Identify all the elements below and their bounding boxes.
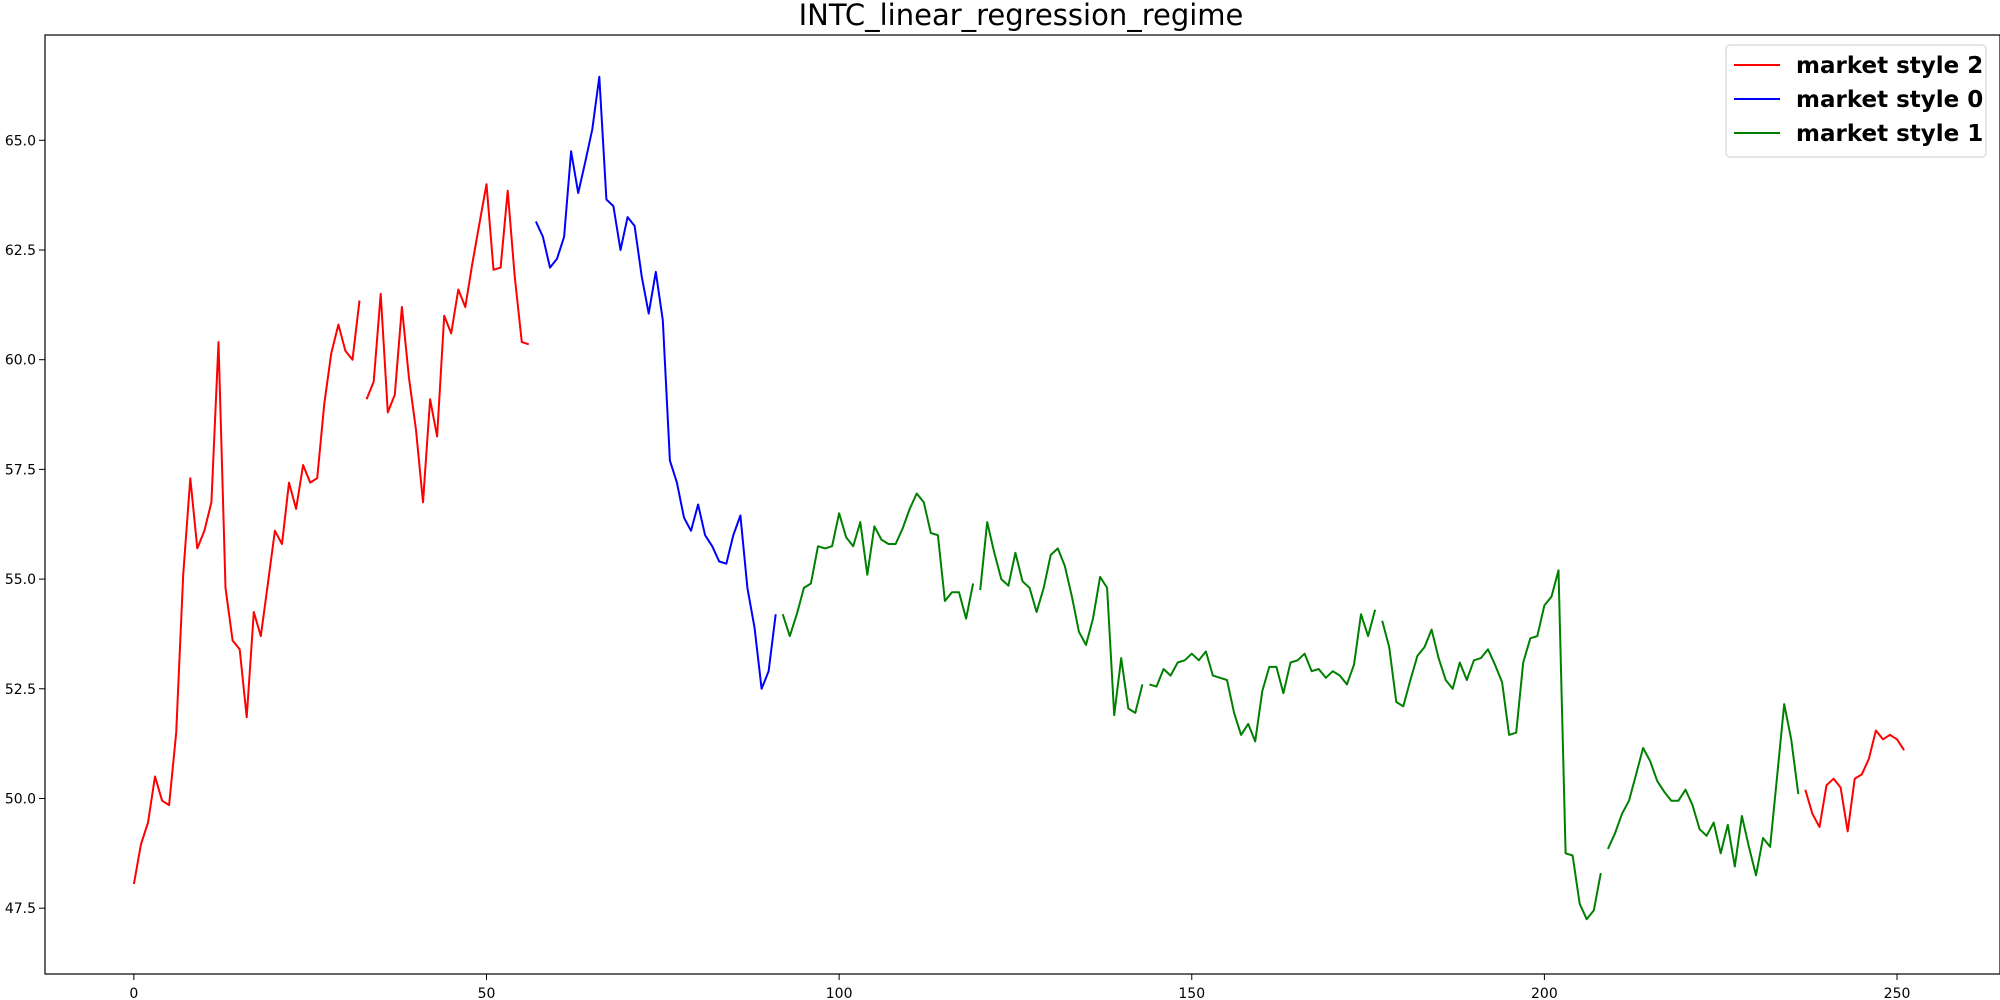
y-tick-label: 52.5 [5,682,36,698]
y-tick-label: 65.0 [5,133,36,149]
y-tick-label: 62.5 [5,243,36,259]
x-tick-label: 150 [1178,986,1205,1000]
y-tick-label: 55.0 [5,572,36,588]
series-line-3-0 [1804,729,1905,833]
series-line-2-3 [1381,569,1602,921]
legend-box [1725,44,1987,158]
y-tick-label: 57.5 [5,462,36,478]
series-line-2-2 [1149,609,1377,743]
series-line-2-0 [781,492,975,638]
x-tick-label: 200 [1531,986,1558,1000]
series-line-1-0 [534,75,777,690]
legend-label: market style 0 [1796,87,1983,113]
series-line-0-1 [365,183,530,504]
series-line-2-1 [979,521,1144,717]
y-axis: 47.5 50.0 52.5 55.0 57.5 60.0 62.5 65.0 [5,133,45,917]
legend-label: market style 2 [1796,53,1983,79]
x-tick-label: 100 [826,986,853,1000]
x-tick-label: 50 [478,986,496,1000]
plot-area [44,34,2000,975]
y-tick-label: 60.0 [5,353,36,369]
x-tick-label: 0 [129,986,138,1000]
chart-title: INTC_linear_regression_regime [799,0,1244,32]
y-tick-label: 47.5 [5,901,36,917]
x-axis: 0 50 100 150 200 250 [129,974,1910,1000]
series-line-0-0 [132,300,361,885]
legend: market style 2 market style 0 market style… [1725,44,1987,158]
legend-label: market style 1 [1796,121,1983,147]
y-tick-label: 50.0 [5,791,36,807]
x-tick-label: 250 [1884,986,1911,1000]
series-line-2-4 [1606,703,1800,877]
series-layer [132,75,1905,921]
